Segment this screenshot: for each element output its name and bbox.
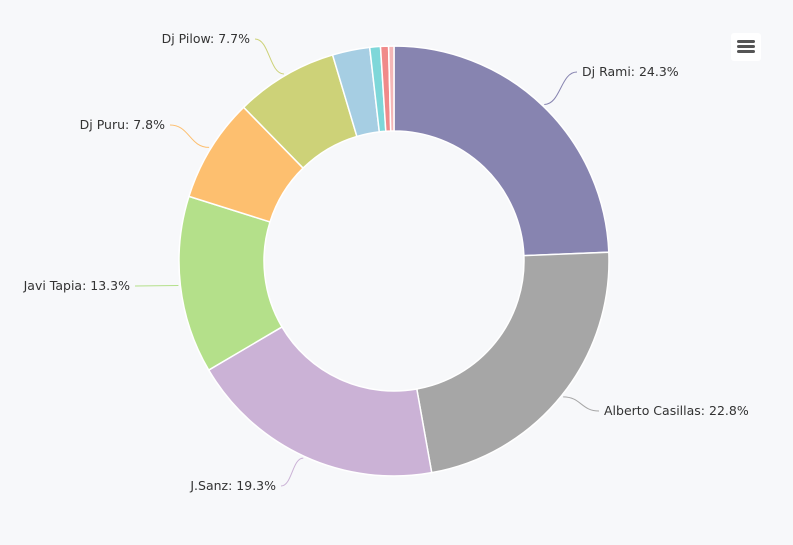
label-connector: [280, 457, 304, 487]
data-label: Alberto Casillas: 22.8%: [604, 403, 749, 418]
data-label: Javi Tapia: 13.3%: [23, 278, 131, 293]
label-connector: [563, 396, 600, 412]
donut-slice-minor-9[interactable]: [387, 45, 395, 132]
hamburger-menu-icon[interactable]: [731, 33, 761, 61]
donut-slice-alberto-casillas[interactable]: [415, 251, 610, 474]
data-label: Dj Puru: 7.8%: [80, 117, 165, 132]
label-connector: [544, 71, 578, 105]
data-label: J.Sanz: 19.3%: [189, 478, 276, 493]
data-labels: Dj Rami: 24.3% Alberto Casillas: 22.8% J.S…: [23, 31, 749, 493]
label-connectors: [134, 38, 600, 487]
donut-slices: [178, 45, 610, 477]
menu-bar: [737, 45, 755, 48]
menu-bar: [737, 50, 755, 53]
label-connector: [169, 124, 210, 148]
data-label: Dj Rami: 24.3%: [582, 64, 679, 79]
donut-slice-dj-rami[interactable]: [393, 45, 610, 257]
label-connector: [254, 38, 285, 75]
donut-slice-j-sanz[interactable]: [207, 325, 433, 477]
data-label: Dj Pilow: 7.7%: [162, 31, 251, 46]
menu-bar: [737, 40, 755, 43]
